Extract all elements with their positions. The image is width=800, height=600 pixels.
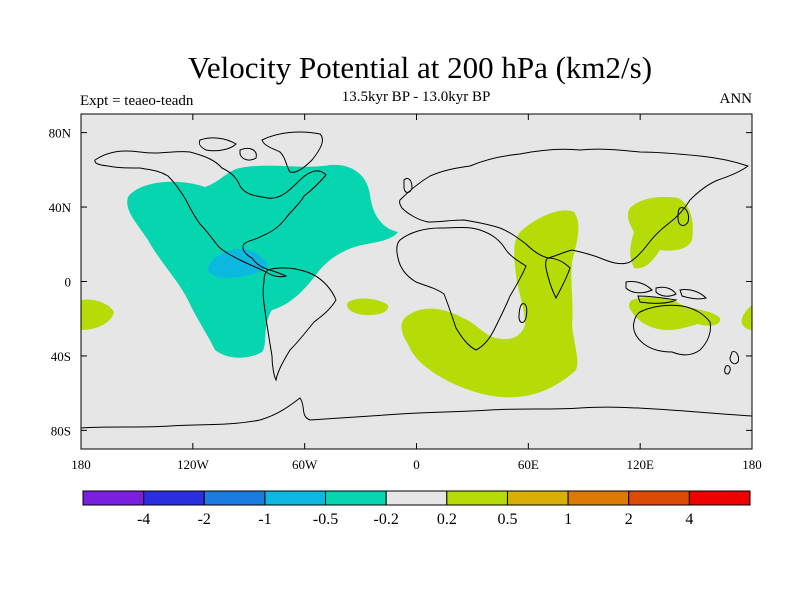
- coast-south-america: [262, 267, 337, 382]
- experiment-label: Expt = teaeo-teadn: [80, 93, 194, 109]
- colorbar-swatch: [203, 490, 266, 506]
- colorbar-swatch: [264, 490, 327, 506]
- colorbar-label: 0.5: [497, 511, 517, 528]
- latitude-ticks: 80N 40N 0 40S 80S: [49, 126, 752, 438]
- coast-greenland: [261, 131, 323, 173]
- coast-north-america: [94, 150, 327, 278]
- dateline-positive-region-west: [81, 299, 114, 330]
- coast-africa: [396, 227, 527, 351]
- colorbar-swatch: [567, 490, 630, 506]
- colorbar-swatch: [628, 490, 690, 506]
- indian-ocean-positive-region: [401, 210, 579, 398]
- colorbar-swatch: [446, 490, 508, 506]
- colorbar-label: 1: [564, 511, 572, 528]
- colorbar: -4 -2 -1 -0.5 -0.2 0.2 0.5 1 2 4: [82, 490, 751, 528]
- colorbar-swatch: [82, 490, 145, 506]
- lat-tick-label: 40N: [49, 200, 72, 215]
- coast-japan: [677, 207, 689, 226]
- colorbar-swatch: [325, 490, 387, 506]
- coast-antarctica: [81, 397, 752, 429]
- coast-arctic-islands: [198, 137, 257, 161]
- colorbar-label: -0.5: [313, 511, 338, 528]
- colorbar-label: 0.2: [437, 511, 457, 528]
- colorbar-swatch: [506, 490, 569, 506]
- coast-madagascar: [518, 303, 528, 323]
- coastlines: [81, 131, 752, 429]
- colorbar-label: 2: [625, 511, 633, 528]
- contour-fills: [81, 164, 752, 398]
- colorbar-label: -4: [137, 511, 150, 528]
- lon-tick-label: 60E: [518, 457, 539, 472]
- coast-india: [545, 257, 571, 300]
- lon-tick-label: 0: [413, 457, 420, 472]
- lon-tick-label: 180: [71, 457, 91, 472]
- colorbar-label: 4: [685, 511, 693, 528]
- lon-tick-label: 120W: [177, 457, 210, 472]
- lon-tick-label: 60W: [292, 457, 318, 472]
- west-pacific-positive-region: [627, 196, 693, 269]
- coast-british-isles: [403, 177, 413, 193]
- lon-tick-label: 120E: [626, 457, 654, 472]
- lat-tick-label: 40S: [51, 349, 71, 364]
- plot-title: Velocity Potential at 200 hPa (km2/s): [187, 50, 653, 85]
- colorbar-label: -0.2: [374, 511, 399, 528]
- period-label: ANN: [719, 91, 753, 107]
- colorbar-swatch: [143, 490, 205, 506]
- south-atlantic-positive-region: [347, 298, 389, 316]
- coast-new-zealand: [724, 351, 739, 375]
- colorbar-swatch: [688, 490, 751, 506]
- colorbar-swatch: [385, 490, 448, 506]
- dateline-positive-region-east: [741, 305, 752, 330]
- central-america-negative-core: [208, 248, 268, 278]
- coast-australia: [633, 304, 711, 356]
- lat-tick-label: 0: [65, 275, 72, 290]
- australia-positive-region: [629, 297, 721, 330]
- lat-tick-label: 80N: [49, 126, 72, 141]
- lat-tick-label: 80S: [51, 423, 71, 438]
- plot-subtitle: 13.5kyr BP - 13.0kyr BP: [341, 89, 491, 105]
- coast-eurasia: [399, 148, 750, 265]
- coast-maritime-continent: [625, 281, 707, 304]
- longitude-ticks: 180 120W 60W 0 60E 120E 180: [71, 114, 762, 472]
- lon-tick-label: 180: [742, 457, 762, 472]
- colorbar-label: -1: [258, 511, 271, 528]
- colorbar-label: -2: [198, 511, 211, 528]
